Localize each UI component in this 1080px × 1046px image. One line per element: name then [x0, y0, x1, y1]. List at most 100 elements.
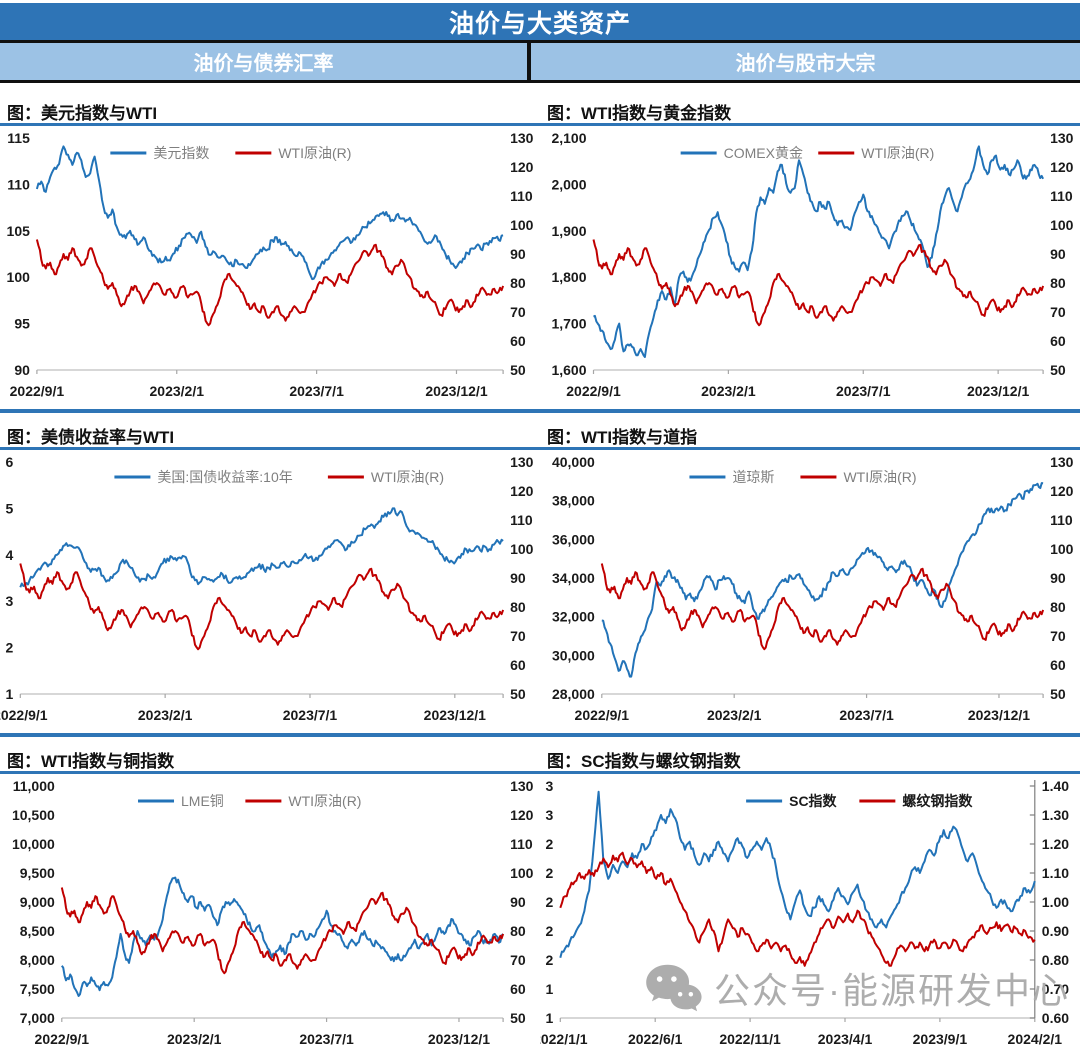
- svg-text:30,000: 30,000: [552, 647, 595, 663]
- svg-text:11,000: 11,000: [13, 778, 55, 794]
- chart-title: 图：美元指数与WTI: [0, 97, 540, 126]
- svg-text:3: 3: [546, 807, 554, 823]
- svg-text:1,600: 1,600: [551, 362, 586, 378]
- svg-text:130: 130: [510, 778, 534, 794]
- svg-text:2022/9/1: 2022/9/1: [566, 383, 621, 399]
- svg-text:2: 2: [546, 894, 554, 910]
- svg-text:110: 110: [1050, 188, 1073, 204]
- usd-index-wti-chart: 115 110 105 100 95 90 130 120 110 100 90 80 70 60 50 20…: [7, 130, 534, 399]
- svg-text:100: 100: [510, 865, 534, 881]
- svg-text:2: 2: [546, 952, 554, 968]
- svg-text:60: 60: [1050, 333, 1066, 349]
- svg-text:WTI原油(R): WTI原油(R): [371, 469, 444, 485]
- svg-text:美元指数: 美元指数: [153, 145, 209, 161]
- svg-text:8,000: 8,000: [20, 952, 55, 968]
- svg-text:100: 100: [510, 217, 534, 233]
- svg-text:110: 110: [510, 188, 533, 204]
- chart-row-3: 图：WTI指数与铜指数 11,000 10,500 10,000 9,500 9,000…: [0, 745, 1080, 1046]
- svg-text:50: 50: [510, 1010, 526, 1026]
- svg-text:10,000: 10,000: [12, 836, 55, 852]
- svg-text:2023/2/1: 2023/2/1: [138, 707, 193, 723]
- chart-panel-usd-wti: 图：美元指数与WTI 115 110 105 100 95 90 130 120 110 100 9…: [0, 97, 540, 404]
- svg-text:60: 60: [510, 981, 526, 997]
- svg-text:1: 1: [546, 1010, 554, 1026]
- row-divider: [0, 733, 1080, 737]
- svg-text:2023/12/1: 2023/12/1: [425, 383, 487, 399]
- svg-text:2022/1/1: 2022/1/1: [540, 1031, 588, 1046]
- svg-text:螺纹钢指数: 螺纹钢指数: [902, 793, 973, 809]
- svg-text:LME铜: LME铜: [181, 793, 224, 809]
- svg-text:2023/2/1: 2023/2/1: [707, 707, 762, 723]
- chart-title: 图：WTI指数与黄金指数: [540, 97, 1080, 126]
- svg-text:80: 80: [1050, 275, 1066, 291]
- svg-text:130: 130: [1050, 454, 1074, 470]
- chart-title: 图：WTI指数与道指: [540, 421, 1080, 450]
- section-tabs: 油价与债券汇率 油价与股市大宗: [0, 43, 1080, 83]
- svg-text:美国:国债收益率:10年: 美国:国债收益率:10年: [157, 469, 292, 485]
- svg-text:90: 90: [510, 894, 526, 910]
- svg-text:2,100: 2,100: [551, 130, 586, 146]
- svg-text:1,700: 1,700: [551, 316, 586, 332]
- tab-stocks-commodities: 油价与股市大宗: [531, 43, 1080, 80]
- svg-text:70: 70: [510, 628, 526, 644]
- svg-text:7,500: 7,500: [20, 981, 55, 997]
- svg-text:50: 50: [510, 362, 526, 378]
- svg-text:2023/4/1: 2023/4/1: [818, 1031, 873, 1046]
- svg-text:道琼斯: 道琼斯: [732, 469, 774, 485]
- svg-text:130: 130: [1050, 130, 1074, 146]
- svg-text:2023/9/1: 2023/9/1: [913, 1031, 968, 1046]
- svg-text:32,000: 32,000: [552, 609, 595, 625]
- svg-text:1.00: 1.00: [1042, 894, 1069, 910]
- tab-divider: [527, 43, 532, 80]
- chart-panel-sc-rebar: 图：SC指数与螺纹钢指数 3 3 2 2 2 2 2 1 1 1.40 1.30 1.20 1.10 1.…: [540, 745, 1080, 1046]
- svg-text:2: 2: [546, 923, 554, 939]
- svg-text:130: 130: [510, 130, 534, 146]
- page-title-bar: 油价与大类资产: [0, 3, 1080, 43]
- svg-text:0.80: 0.80: [1042, 952, 1069, 968]
- svg-text:120: 120: [510, 807, 534, 823]
- svg-text:2022/9/1: 2022/9/1: [0, 707, 48, 723]
- svg-text:28,000: 28,000: [552, 686, 595, 702]
- svg-text:2023/7/1: 2023/7/1: [283, 707, 338, 723]
- svg-text:2023/7/1: 2023/7/1: [299, 1031, 354, 1046]
- svg-text:90: 90: [1050, 570, 1066, 586]
- svg-text:110: 110: [510, 836, 533, 852]
- chart-panel-wti-gold: 图：WTI指数与黄金指数 2,100 2,000 1,900 1,800 1,700 1,…: [540, 97, 1080, 404]
- wti-dow-chart: 40,000 38,000 36,000 34,000 32,000 30,000 28,0…: [552, 454, 1074, 723]
- row-divider: [0, 409, 1080, 413]
- svg-text:120: 120: [510, 483, 534, 499]
- svg-text:2023/2/1: 2023/2/1: [701, 383, 756, 399]
- svg-text:100: 100: [510, 541, 534, 557]
- svg-text:90: 90: [1050, 246, 1066, 262]
- treasury-yield-wti-chart: 6 5 4 3 2 1 130 120 110 100 90 80 70 60 50 2022/9/1 2023…: [0, 454, 534, 723]
- svg-text:80: 80: [510, 275, 526, 291]
- svg-text:110: 110: [510, 512, 533, 528]
- wti-gold-chart: 2,100 2,000 1,900 1,800 1,700 1,600 130 120 110 1…: [551, 130, 1074, 399]
- svg-text:1,900: 1,900: [551, 223, 586, 239]
- svg-text:34,000: 34,000: [552, 570, 595, 586]
- svg-text:2023/12/1: 2023/12/1: [967, 383, 1029, 399]
- svg-text:110: 110: [1050, 512, 1073, 528]
- svg-text:95: 95: [14, 316, 30, 332]
- svg-text:1.40: 1.40: [1042, 778, 1069, 794]
- svg-text:70: 70: [1050, 304, 1066, 320]
- svg-text:4: 4: [6, 547, 14, 563]
- svg-text:2: 2: [546, 865, 554, 881]
- svg-text:110: 110: [7, 176, 30, 192]
- svg-text:115: 115: [7, 130, 30, 146]
- svg-text:WTI原油(R): WTI原油(R): [278, 145, 351, 161]
- svg-text:70: 70: [510, 952, 526, 968]
- svg-text:2024/2/1: 2024/2/1: [1008, 1031, 1063, 1046]
- svg-text:2: 2: [546, 836, 554, 852]
- svg-text:5: 5: [6, 500, 14, 516]
- svg-text:2023/2/1: 2023/2/1: [167, 1031, 222, 1046]
- svg-text:WTI原油(R): WTI原油(R): [843, 469, 916, 485]
- svg-text:1.10: 1.10: [1042, 865, 1069, 881]
- svg-text:130: 130: [510, 454, 534, 470]
- svg-text:40,000: 40,000: [552, 454, 595, 470]
- svg-text:0.90: 0.90: [1042, 923, 1069, 939]
- svg-text:38,000: 38,000: [552, 493, 595, 509]
- svg-text:80: 80: [510, 923, 526, 939]
- chart-panel-wti-copper: 图：WTI指数与铜指数 11,000 10,500 10,000 9,500 9,000…: [0, 745, 540, 1046]
- svg-text:120: 120: [1050, 483, 1074, 499]
